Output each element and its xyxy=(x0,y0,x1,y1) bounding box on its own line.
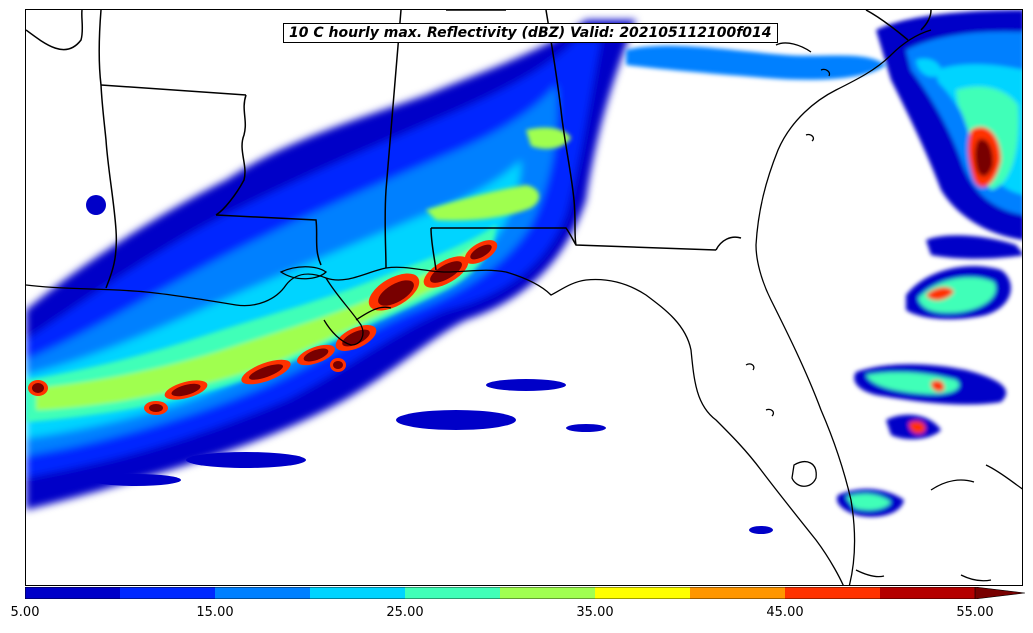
colorbar-tick-label: 5.00 xyxy=(10,605,40,620)
colorbar-segment xyxy=(215,587,311,599)
reflectivity-band-core xyxy=(26,127,571,422)
colorbar-segment xyxy=(310,587,406,599)
colorbar xyxy=(25,587,1025,599)
colorbar-segment xyxy=(690,587,786,599)
reflectivity-northeast xyxy=(626,10,1022,240)
colorbar-tick-label: 45.00 xyxy=(766,605,804,620)
reflectivity-atlantic xyxy=(836,235,1022,517)
colorbar-segment xyxy=(25,587,121,599)
map-panel: 10 C hourly max. Reflectivity (dBZ) Vali… xyxy=(25,9,1023,586)
colorbar-segment xyxy=(595,587,691,599)
colorbar-segment xyxy=(405,587,501,599)
colorbar-tick-label: 55.00 xyxy=(956,605,994,620)
colorbar-tick-label: 35.00 xyxy=(576,605,614,620)
map-title: 10 C hourly max. Reflectivity (dBZ) Vali… xyxy=(283,23,778,43)
colorbar-segment xyxy=(120,587,216,599)
colorbar-segment xyxy=(785,587,881,599)
colorbar-extend-triangle xyxy=(974,587,1025,599)
colorbar-tick-label: 15.00 xyxy=(196,605,234,620)
state-borders xyxy=(26,10,932,289)
reflectivity-gulf-scattered xyxy=(86,195,773,534)
colorbar-segment xyxy=(880,587,976,599)
coastlines xyxy=(26,29,1022,585)
reflectivity-map xyxy=(26,10,1022,585)
colorbar-tick-label: 25.00 xyxy=(386,605,424,620)
reflectivity-band-main xyxy=(26,20,636,510)
colorbar-segment xyxy=(500,587,596,599)
